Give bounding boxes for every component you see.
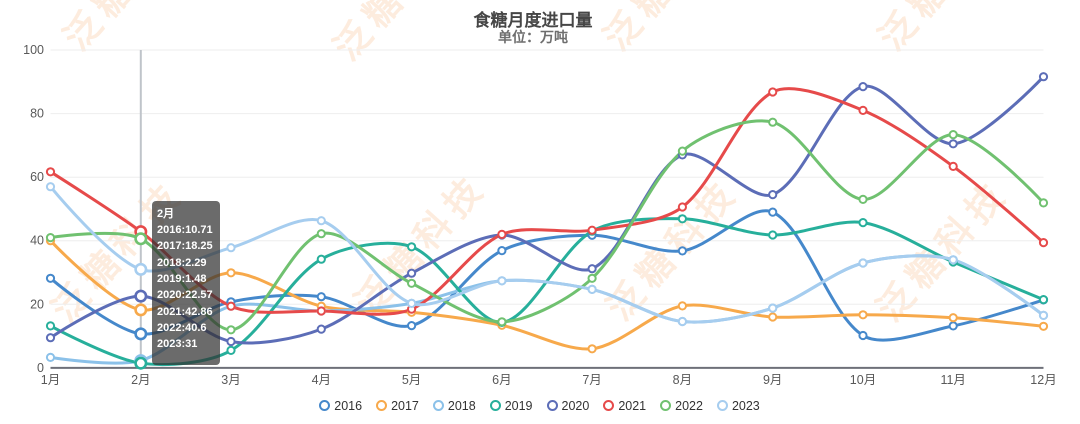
svg-text:泛糖科技: 泛糖科技 [869,171,1017,329]
svg-text:4月: 4月 [312,373,331,387]
svg-text:80: 80 [30,107,44,121]
svg-text:9月: 9月 [763,373,782,387]
svg-text:60: 60 [30,170,44,184]
svg-text:7月: 7月 [582,373,601,387]
svg-text:20: 20 [30,297,44,311]
svg-text:40: 40 [30,234,44,248]
svg-text:12月: 12月 [1030,373,1056,387]
svg-text:3月: 3月 [221,373,240,387]
svg-text:8月: 8月 [673,373,692,387]
svg-text:1月: 1月 [41,373,60,387]
svg-text:6月: 6月 [492,373,511,387]
svg-text:2月: 2月 [131,373,150,387]
svg-text:10月: 10月 [850,373,876,387]
svg-text:0: 0 [37,361,44,375]
svg-text:11月: 11月 [940,373,965,387]
svg-text:100: 100 [23,43,44,57]
svg-text:5月: 5月 [402,373,421,387]
